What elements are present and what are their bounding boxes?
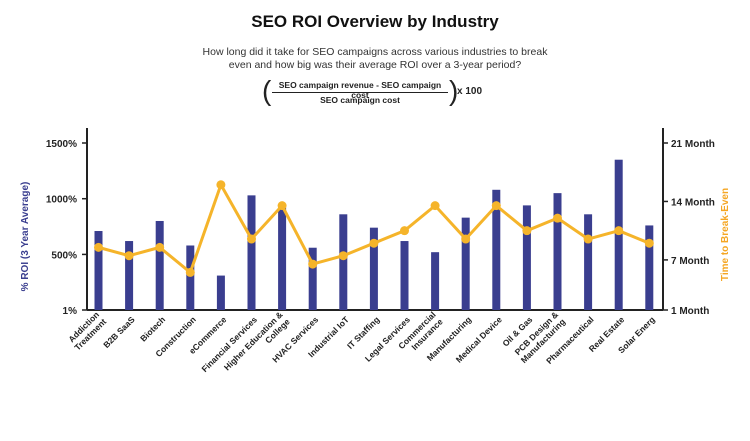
break-even-point — [216, 180, 226, 190]
roi-bar — [278, 207, 287, 310]
roi-bar — [461, 217, 470, 310]
right-axis-label: Time to Break-Even — [720, 188, 731, 281]
roi-bar — [645, 225, 654, 310]
break-even-point — [94, 242, 103, 252]
roi-bar — [125, 241, 134, 310]
left-tick-label: 1500% — [46, 139, 77, 150]
category-label: Biotech — [138, 314, 167, 343]
roi-bar — [369, 227, 378, 310]
formula-denominator: SEO campaign cost — [320, 95, 400, 105]
roi-bar — [308, 247, 317, 310]
right-tick-label: 7 Month — [671, 256, 709, 267]
formula-left-paren: ( — [262, 75, 272, 106]
category-label: B2B SaaS — [101, 314, 137, 350]
subtitle-line-2: even and how big was their average ROI o… — [228, 59, 522, 71]
subtitle-line-1: How long did it take for SEO campaigns a… — [202, 46, 548, 58]
roi-bar — [339, 214, 348, 310]
break-even-point — [155, 242, 165, 252]
left-axis-label: % ROI (3 Year Average) — [20, 182, 31, 292]
roi-bar — [94, 231, 103, 310]
roi-bar — [155, 220, 164, 310]
right-tick-label: 14 Month — [671, 197, 715, 208]
break-even-point — [400, 226, 409, 236]
roi-bar — [186, 245, 195, 310]
break-even-point — [553, 213, 562, 223]
roi-bar — [553, 193, 562, 310]
roi-formula: ( SEO campaign revenue - SEO campaign co… — [262, 75, 502, 108]
formula-fraction-bar — [272, 92, 448, 93]
right-tick-label: 1 Month — [671, 306, 709, 317]
break-even-point — [124, 251, 134, 261]
roi-bar — [400, 241, 409, 310]
roi-bar — [247, 195, 256, 310]
roi-bar — [492, 189, 501, 310]
roi-bar — [216, 275, 225, 310]
roi-bar — [584, 214, 593, 310]
chart-subtitle: How long did it take for SEO campaigns a… — [175, 46, 575, 72]
break-even-point — [461, 234, 471, 244]
break-even-point — [491, 201, 501, 211]
formula-multiplier: x 100 — [457, 86, 483, 97]
break-even-point — [277, 201, 287, 211]
break-even-point — [583, 234, 593, 244]
chart-title: SEO ROI Overview by Industry — [251, 12, 499, 31]
break-even-point — [614, 226, 624, 236]
left-tick-label: 1000% — [46, 195, 77, 206]
roi-bar — [522, 205, 531, 310]
break-even-point — [522, 226, 532, 236]
break-even-point — [369, 238, 379, 248]
break-even-point — [185, 267, 195, 277]
break-even-point — [338, 251, 348, 261]
break-even-point — [308, 259, 318, 269]
formula-right-paren: ) — [449, 75, 459, 106]
break-even-point — [430, 201, 440, 211]
break-even-point — [644, 238, 654, 248]
left-tick-label: 1% — [63, 306, 78, 317]
formula-numerator: SEO campaign revenue - SEO campaign cost — [278, 80, 442, 100]
right-tick-label: 21 Month — [671, 139, 715, 150]
roi-bar — [431, 252, 440, 310]
break-even-point — [247, 234, 256, 244]
left-tick-label: 500% — [51, 250, 77, 261]
